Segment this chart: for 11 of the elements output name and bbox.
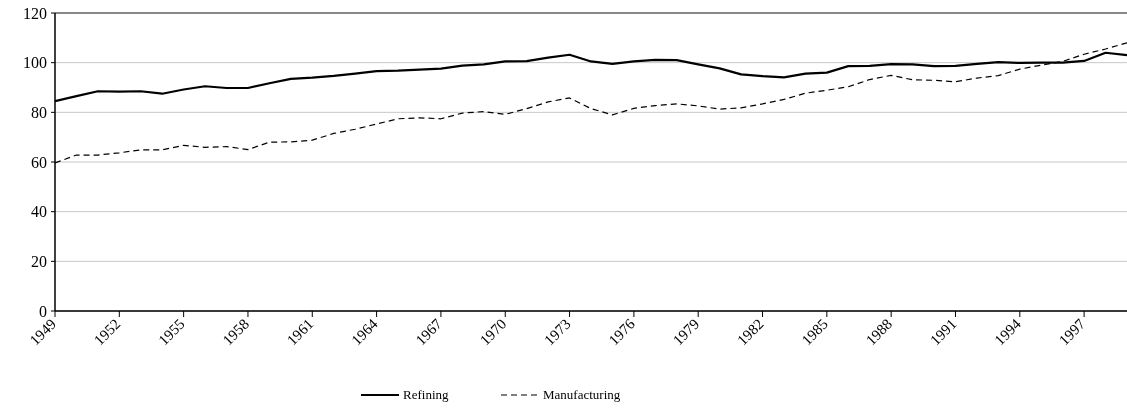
y-tick-label: 20 [31, 252, 47, 270]
y-tick-label: 120 [23, 4, 47, 22]
y-tick-label: 40 [31, 203, 47, 221]
legend-label: Manufacturing [543, 387, 621, 402]
y-tick-label: 60 [31, 153, 47, 171]
x-tick-label: 1991 [927, 315, 960, 349]
y-tick-label: 80 [31, 103, 47, 121]
y-tick-label: 100 [23, 54, 47, 72]
legend-label: Refining [403, 387, 449, 402]
x-tick-label: 1961 [283, 315, 317, 349]
y-tick-label: 0 [39, 302, 47, 320]
